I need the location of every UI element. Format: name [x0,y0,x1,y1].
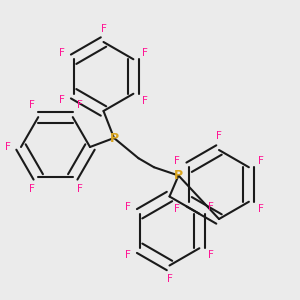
Text: F: F [258,155,263,166]
Text: F: F [208,202,214,212]
Text: P: P [110,131,118,145]
Text: F: F [208,250,214,260]
Text: F: F [100,23,106,34]
Text: F: F [258,203,263,214]
Text: P: P [174,169,183,182]
Text: F: F [125,250,131,260]
Text: F: F [76,100,82,110]
Text: F: F [175,203,180,214]
Text: F: F [59,47,65,58]
Text: F: F [142,95,148,106]
Text: F: F [28,184,34,194]
Text: F: F [59,95,65,106]
Text: F: F [175,155,180,166]
Text: F: F [142,47,148,58]
Text: F: F [4,142,10,152]
Text: F: F [28,100,34,110]
Text: F: F [167,274,172,284]
Text: F: F [76,184,82,194]
Text: F: F [125,202,131,212]
Text: F: F [216,131,222,142]
